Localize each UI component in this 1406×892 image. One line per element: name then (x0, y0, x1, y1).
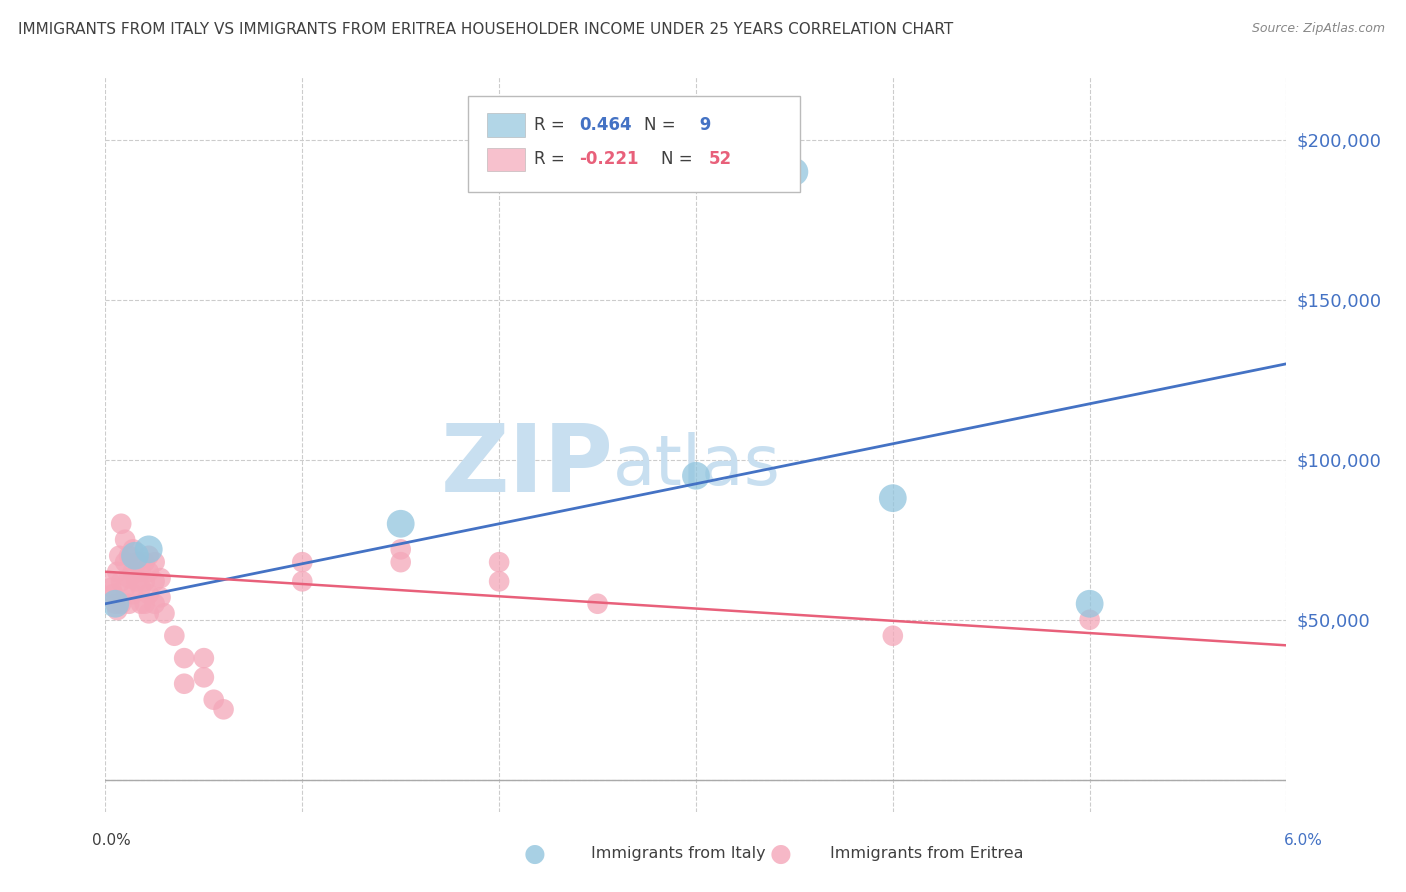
Point (882, 491, 904, 505)
Point (98, 574, 121, 589)
Point (143, 597, 166, 611)
Point (105, 565, 128, 579)
Text: 0.464: 0.464 (579, 116, 631, 134)
Point (122, 587, 145, 601)
Point (173, 651, 195, 665)
Point (105, 603, 128, 617)
Point (134, 574, 156, 589)
Point (193, 651, 215, 665)
Point (143, 574, 166, 589)
Point (291, 555, 314, 569)
Point (212, 702, 235, 716)
Point (138, 549, 160, 563)
Point (291, 574, 314, 589)
Text: 52: 52 (709, 150, 733, 168)
Point (488, 574, 510, 589)
Text: N =: N = (661, 150, 697, 168)
Point (103, 587, 125, 601)
Point (129, 597, 152, 611)
Point (104, 597, 127, 611)
Point (882, 629, 904, 643)
Point (138, 565, 160, 579)
Point (110, 574, 132, 589)
Point (110, 516, 132, 531)
Text: Source: ZipAtlas.com: Source: ZipAtlas.com (1251, 22, 1385, 36)
Text: 6.0%: 6.0% (1284, 833, 1323, 847)
Point (114, 555, 136, 569)
Point (122, 565, 145, 579)
Point (488, 555, 510, 569)
Point (138, 607, 160, 621)
Point (100, 581, 122, 595)
Text: N =: N = (644, 116, 681, 134)
Point (108, 549, 131, 563)
Text: Immigrants from Eritrea: Immigrants from Eritrea (830, 847, 1024, 861)
Text: ●: ● (769, 842, 792, 865)
Text: R =: R = (534, 150, 571, 168)
Point (129, 581, 152, 595)
Point (104, 597, 127, 611)
FancyBboxPatch shape (486, 113, 524, 136)
Point (202, 692, 225, 706)
Point (110, 597, 132, 611)
Point (134, 555, 156, 569)
Text: atlas: atlas (613, 433, 782, 500)
Point (118, 597, 141, 611)
Point (129, 565, 152, 579)
Point (149, 571, 172, 585)
Text: ●: ● (523, 842, 546, 865)
Text: ZIP: ZIP (440, 420, 613, 512)
Point (1078, 597, 1101, 611)
Point (193, 670, 215, 684)
Point (389, 516, 412, 531)
FancyBboxPatch shape (468, 95, 800, 192)
Text: Immigrants from Italy: Immigrants from Italy (591, 847, 765, 861)
Point (173, 677, 195, 691)
Point (163, 629, 186, 643)
Point (783, 165, 806, 179)
Point (125, 555, 148, 569)
Point (138, 587, 160, 601)
Point (125, 574, 148, 589)
Point (153, 607, 176, 621)
Point (124, 549, 146, 563)
Point (586, 597, 609, 611)
Point (1078, 613, 1101, 627)
Point (685, 468, 707, 483)
Point (149, 591, 172, 605)
Point (118, 549, 141, 563)
Text: IMMIGRANTS FROM ITALY VS IMMIGRANTS FROM ERITREA HOUSEHOLDER INCOME UNDER 25 YEA: IMMIGRANTS FROM ITALY VS IMMIGRANTS FROM… (18, 22, 953, 37)
FancyBboxPatch shape (486, 148, 524, 171)
Point (134, 597, 156, 611)
Point (389, 542, 412, 557)
Text: -0.221: -0.221 (579, 150, 638, 168)
Text: 0.0%: 0.0% (91, 833, 131, 847)
Text: R =: R = (534, 116, 571, 134)
Point (138, 542, 160, 557)
Point (143, 555, 166, 569)
Point (389, 555, 412, 569)
Text: 9: 9 (693, 116, 711, 134)
Point (118, 571, 141, 585)
Point (114, 581, 136, 595)
Point (122, 542, 145, 557)
Point (114, 533, 136, 547)
